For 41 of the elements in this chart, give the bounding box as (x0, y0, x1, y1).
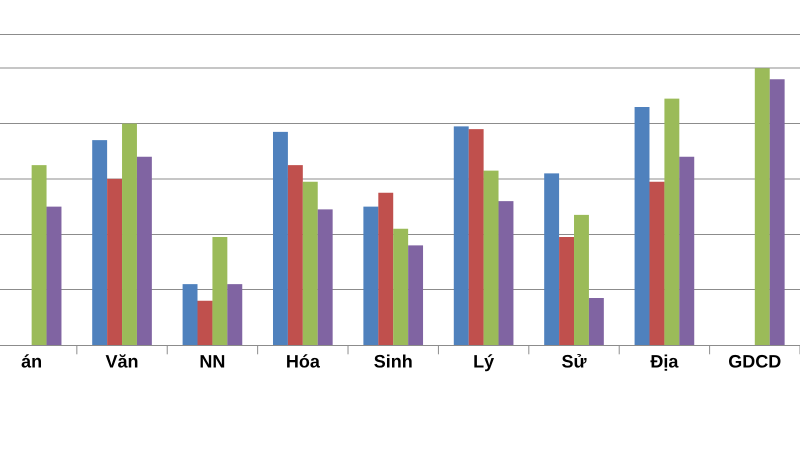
bar (46, 206, 62, 345)
bar (198, 300, 212, 345)
bar (679, 156, 694, 345)
bar (408, 245, 424, 345)
x-tick-label: án (21, 352, 42, 372)
x-tick-label: Sinh (374, 352, 413, 372)
bar (754, 68, 770, 345)
bar (544, 173, 560, 345)
bar (92, 140, 108, 345)
x-tick-label: NN (199, 352, 226, 372)
bar (468, 129, 484, 345)
bar (302, 182, 318, 345)
bar (649, 182, 664, 345)
bar (227, 284, 242, 345)
bar (272, 132, 288, 345)
bar (378, 192, 394, 345)
x-tick-label: Sử (561, 352, 588, 372)
bar (770, 79, 785, 345)
x-tick-label: Văn (106, 352, 139, 372)
bar (634, 106, 650, 345)
bar (288, 165, 303, 345)
bar (32, 165, 47, 345)
x-tick-label: Lý (473, 352, 494, 372)
bar (363, 206, 378, 345)
bar (664, 98, 680, 345)
x-tick-label: Địa (650, 352, 680, 372)
bar (182, 284, 198, 345)
bar (559, 237, 574, 345)
bar (122, 124, 137, 345)
bar (484, 170, 499, 345)
bar (212, 237, 228, 345)
bar (136, 156, 152, 345)
bar (498, 201, 514, 345)
bar (574, 214, 589, 345)
bar (393, 228, 408, 345)
bar (107, 178, 122, 345)
bar (318, 209, 333, 345)
x-tick-label: Hóa (286, 352, 321, 372)
bar (454, 126, 469, 345)
bar (588, 298, 604, 345)
x-tick-label: GDCD (728, 352, 782, 372)
